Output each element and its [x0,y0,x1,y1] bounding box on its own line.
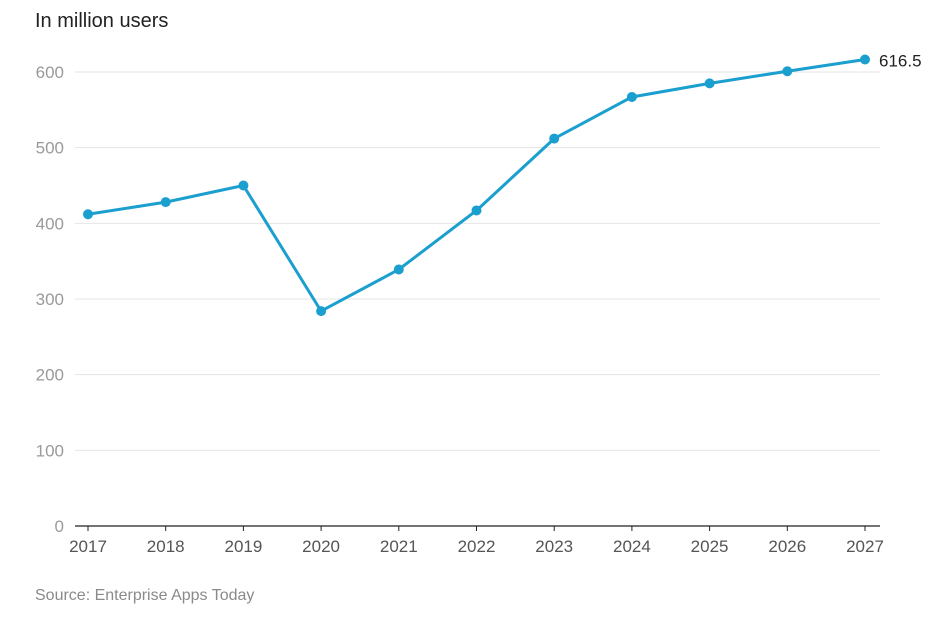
x-tick-label: 2020 [302,537,340,556]
y-tick-label: 400 [36,214,64,233]
data-point [704,78,715,89]
data-point [626,91,637,102]
x-tick-label: 2023 [535,537,573,556]
y-tick-label: 200 [36,366,64,385]
data-point [471,205,482,216]
y-tick-labels: 0 100 200 300 400 500 600 [36,63,64,536]
x-tick-label: 2022 [458,537,496,556]
data-point [238,180,249,191]
x-tick-label: 2025 [691,537,729,556]
x-tick-labels: 2017 2018 2019 2020 2021 2022 2023 2024 2025 2026… [69,537,884,556]
y-axis-unit-label: In million users [35,10,169,32]
source-note: Source: Enterprise Apps Today [35,587,255,604]
data-labels: 616.5 [879,52,922,71]
data-point [860,54,870,65]
x-tick-label: 2026 [768,537,806,556]
data-label: 616.5 [879,52,922,71]
x-tick-label: 2021 [380,537,418,556]
x-axis-ticks [87,526,866,531]
y-tick-label: 500 [36,139,64,158]
y-tick-label: 300 [36,290,64,309]
data-point [83,209,93,220]
gridlines [75,71,880,451]
x-tick-label: 2017 [69,537,107,556]
data-point [160,197,171,208]
x-tick-label: 2019 [224,537,262,556]
y-tick-label: 600 [36,63,64,82]
data-point [393,264,404,275]
data-points [83,54,870,317]
x-tick-label: 2018 [147,537,185,556]
x-tick-label: 2024 [613,537,651,556]
y-tick-label: 100 [36,441,64,460]
data-point [316,306,327,317]
x-tick-label: 2027 [846,537,884,556]
series-line [87,58,866,313]
data-point [782,66,793,77]
data-point [549,133,560,144]
y-tick-label: 0 [55,517,64,536]
